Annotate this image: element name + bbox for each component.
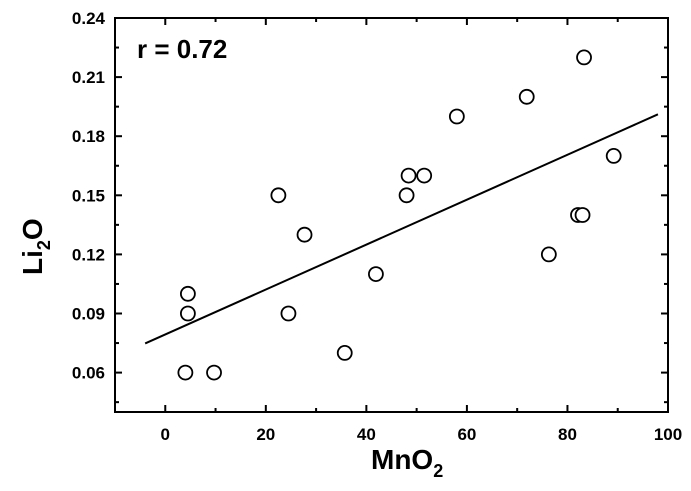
y-tick-label: 0.06 xyxy=(72,364,105,383)
x-tick-label: 40 xyxy=(357,425,376,444)
x-tick-label: 100 xyxy=(654,425,682,444)
data-point xyxy=(400,167,417,184)
data-points xyxy=(177,49,622,381)
y-axis-title-base: Li xyxy=(17,250,48,275)
data-point xyxy=(605,147,622,164)
data-point xyxy=(416,167,433,184)
data-point xyxy=(280,305,297,322)
y-axis-title: Li2O xyxy=(17,218,54,275)
y-tick-label: 0.12 xyxy=(72,245,105,264)
data-point xyxy=(518,88,535,105)
data-point xyxy=(336,344,353,361)
y-tick-label: 0.15 xyxy=(72,186,105,205)
y-tick-label: 0.24 xyxy=(72,9,106,28)
y-tick-label: 0.18 xyxy=(72,127,105,146)
axis-tick-labels: 0 20 40 60 80 100 0.06 0.09 0.12 0.15 0.18 0.21 0.24 xyxy=(72,9,682,444)
data-point xyxy=(576,49,592,66)
x-tick-label: 60 xyxy=(457,425,476,444)
x-tick-label: 80 xyxy=(558,425,577,444)
x-axis-title-subscript: 2 xyxy=(433,461,443,481)
correlation-annotation: r = 0.72 xyxy=(137,34,227,64)
data-point xyxy=(179,305,196,322)
x-tick-label: 0 xyxy=(161,425,170,444)
x-axis-title-base: MnO xyxy=(371,444,433,475)
x-tick-label: 20 xyxy=(256,425,275,444)
data-point xyxy=(448,108,465,125)
data-point xyxy=(574,207,591,223)
data-point xyxy=(398,187,415,204)
data-point xyxy=(270,187,287,204)
data-point xyxy=(368,266,384,283)
y-tick-label: 0.21 xyxy=(72,68,105,87)
x-axis-title: MnO2 xyxy=(371,444,443,481)
plot-frame xyxy=(114,17,669,413)
data-point xyxy=(177,364,194,381)
data-point xyxy=(296,226,313,243)
y-axis-title-tail: O xyxy=(17,218,48,240)
y-tick-label: 0.09 xyxy=(72,305,105,324)
data-point xyxy=(540,246,557,263)
regression-line xyxy=(144,113,659,345)
y-axis-title-subscript: 2 xyxy=(34,240,54,250)
axis-ticks xyxy=(114,17,669,412)
data-point xyxy=(206,364,222,381)
data-point xyxy=(179,285,196,302)
